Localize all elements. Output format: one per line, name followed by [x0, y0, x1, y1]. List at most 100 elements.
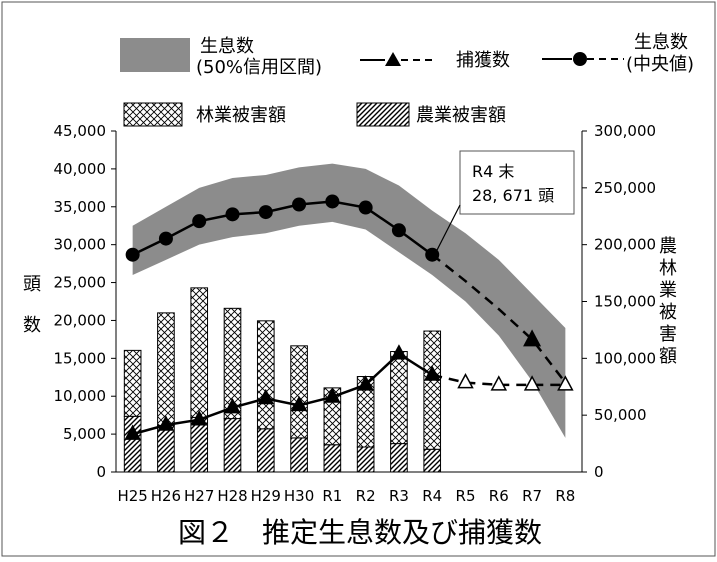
y-left-tick-label: 35,000 — [54, 198, 107, 216]
y-left-tick-label: 25,000 — [54, 274, 107, 292]
capture-marker — [224, 398, 241, 414]
y-left-tick-label: 10,000 — [54, 387, 107, 405]
annotation-box — [459, 150, 575, 215]
legend-band-label-1: 生息数 — [200, 36, 254, 57]
bar-forestry — [390, 351, 408, 445]
legend-median-label-2: (中央値) — [626, 54, 694, 75]
x-tick-label: R6 — [489, 487, 509, 505]
annotation-line-1: R4 末 — [472, 162, 514, 181]
y-right-tick-label: 200,000 — [594, 236, 656, 254]
legend-median-label-1: 生息数 — [634, 32, 688, 53]
capture-marker — [490, 375, 508, 391]
y-left-tick-label: 45,000 — [54, 122, 107, 140]
capture-marker — [124, 424, 141, 440]
x-tick-label: R8 — [555, 487, 575, 505]
median-forecast-marker — [523, 329, 542, 347]
chart-title: 図２ 推定生息数及び捕獲数 — [178, 516, 542, 549]
y-left-tick-label: 0 — [96, 463, 106, 481]
legend-forestry-swatch — [123, 102, 183, 127]
capture-marker — [324, 387, 341, 403]
y-right-tick-label: 0 — [594, 463, 604, 481]
capture-marker — [257, 388, 275, 405]
y-right-axis-label-char: 業 — [659, 280, 677, 301]
median-marker — [391, 223, 406, 238]
capture-line-dashed — [431, 373, 566, 387]
legend: 生息数 (50%信用区間) 捕獲数 生息数 (中央値) 林業被害額 農業被害額 — [120, 32, 694, 127]
legend-capture-marker — [385, 52, 401, 66]
median-marker — [225, 207, 240, 222]
x-tick-label: R4 — [422, 487, 442, 505]
x-tick-label: H29 — [251, 487, 281, 505]
median-marker — [358, 200, 373, 215]
y-left-tick-label: 5,000 — [63, 425, 106, 443]
bar-forestry — [157, 312, 175, 426]
bar-forestry — [123, 349, 142, 417]
y-right-tick-label: 250,000 — [594, 179, 656, 197]
bar-agriculture — [356, 446, 375, 473]
median-marker — [158, 231, 173, 246]
median-line-dashed — [431, 253, 567, 384]
x-tick-label: H30 — [284, 487, 314, 505]
x-tick-label: H25 — [117, 487, 147, 505]
bar-forestry — [423, 330, 442, 450]
x-tick-label: H27 — [184, 487, 214, 505]
y-right-tick-label: 50,000 — [594, 406, 647, 424]
capture-marker — [557, 375, 574, 391]
y-right-tick-label: 100,000 — [594, 349, 656, 367]
y-left-tick-label: 15,000 — [54, 349, 107, 367]
x-tick-label: R2 — [356, 487, 376, 505]
capture-marker — [423, 365, 441, 381]
capture-marker — [523, 375, 541, 391]
band-credible-interval — [132, 163, 566, 438]
capture-marker — [157, 415, 175, 431]
median-marker — [425, 247, 440, 262]
x-tick-label: H26 — [151, 487, 181, 505]
y-left-tick-label: 30,000 — [54, 236, 107, 254]
capture-marker — [190, 410, 208, 426]
capture-marker — [457, 373, 474, 389]
y-right-tick-label: 150,000 — [594, 293, 656, 311]
median-marker — [325, 194, 340, 209]
bar-forestry — [223, 307, 242, 420]
bar-agriculture — [256, 428, 275, 473]
median-marker — [125, 247, 140, 262]
median-line-solid — [132, 200, 433, 256]
annotation-line-2: 28, 671 頭 — [472, 186, 554, 205]
bar-agriculture — [423, 448, 442, 473]
capture-marker — [290, 395, 308, 412]
y-right-tick-label: 300,000 — [594, 122, 656, 140]
y-left-axis-label-char: 頭 — [23, 274, 41, 295]
median-marker — [292, 197, 307, 212]
y-right-axis-label-char: 額 — [659, 346, 677, 367]
bar-agriculture — [390, 443, 408, 473]
bar-agriculture — [157, 424, 175, 473]
x-tick-label: H28 — [217, 487, 247, 505]
legend-band-swatch — [120, 38, 190, 72]
x-tick-label: R1 — [322, 487, 342, 505]
y-right-axis-label-char: 林 — [659, 258, 677, 279]
y-right-axis-label-char: 害 — [659, 324, 677, 345]
legend-forestry-label: 林業被害額 — [196, 105, 286, 126]
bar-agriculture — [290, 437, 308, 473]
bar-agriculture — [323, 444, 342, 473]
y-left-tick-label: 40,000 — [54, 160, 107, 178]
legend-capture-label: 捕獲数 — [456, 50, 510, 71]
legend-median-marker — [573, 52, 587, 66]
capture-marker — [357, 375, 374, 391]
bar-forestry — [256, 320, 275, 430]
bar-forestry — [190, 287, 209, 418]
annotation-leader-line — [433, 204, 461, 257]
capture-line-solid — [132, 352, 433, 436]
x-tick-label: R5 — [456, 487, 476, 505]
bar-forestry — [290, 345, 308, 439]
plot-area: 0 5,000 10,000 15,000 20,000 25,000 30,000 35,0… — [23, 122, 677, 505]
legend-band-label-2: (50%信用区間) — [196, 57, 322, 78]
median-marker — [192, 214, 207, 229]
annotation-callout: R4 末 28, 671 頭 — [433, 150, 575, 257]
capture-marker — [390, 344, 408, 360]
x-tick-label: R3 — [389, 487, 409, 505]
median-marker — [258, 205, 273, 220]
legend-agriculture-label: 農業被害額 — [416, 105, 506, 126]
